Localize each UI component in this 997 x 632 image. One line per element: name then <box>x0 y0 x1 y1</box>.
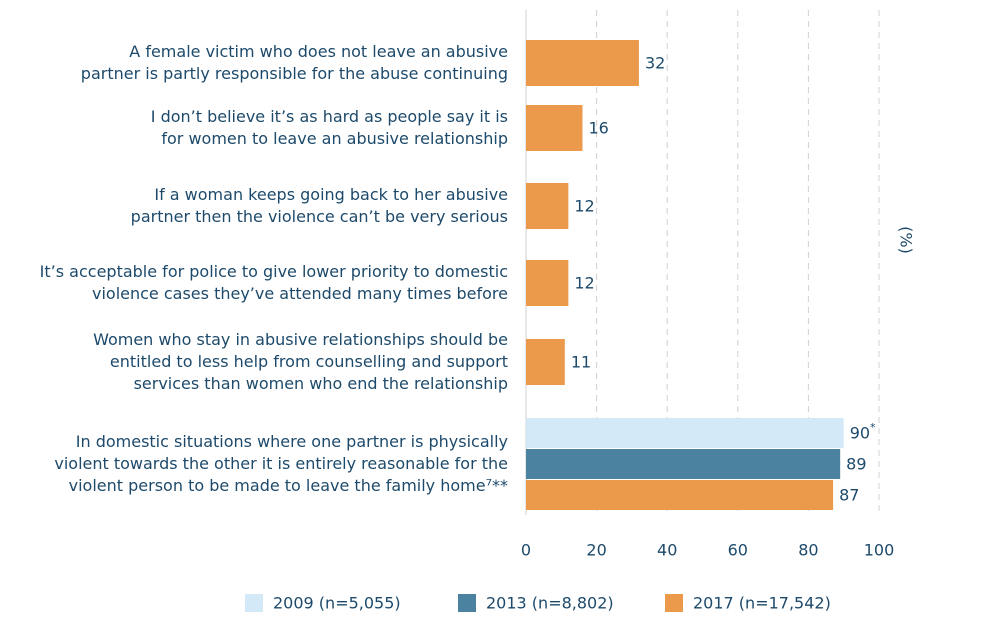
value-label: 90* <box>850 421 876 443</box>
bar <box>526 105 583 151</box>
value-label: 89 <box>846 455 866 474</box>
bar <box>526 260 569 306</box>
value-label: 87 <box>839 486 859 505</box>
x-tick-label: 80 <box>798 541 818 560</box>
category-label: In domestic situations where one partner… <box>54 432 508 495</box>
legend-label: 2009 (n=5,055) <box>273 594 401 613</box>
axis-label: (%) <box>897 226 916 254</box>
legend-swatch <box>458 594 476 612</box>
bar <box>526 480 834 510</box>
legend-label: 2017 (n=17,542) <box>693 594 831 613</box>
value-label: 11 <box>571 353 591 372</box>
x-tick-label: 40 <box>657 541 677 560</box>
category-label: Women who stay in abusive relationships … <box>93 330 508 393</box>
bar <box>526 339 565 385</box>
bar <box>526 449 841 479</box>
category-label: A female victim who does not leave an ab… <box>81 42 508 83</box>
value-label: 32 <box>645 54 665 73</box>
bar <box>526 183 569 229</box>
bar <box>526 418 844 448</box>
category-label: I don’t believe it’s as hard as people s… <box>151 107 508 148</box>
x-tick-label: 0 <box>521 541 531 560</box>
legend-swatch <box>665 594 683 612</box>
x-tick-label: 20 <box>586 541 606 560</box>
category-label: If a woman keeps going back to her abusi… <box>131 185 508 226</box>
legend-label: 2013 (n=8,802) <box>486 594 614 613</box>
legend-swatch <box>245 594 263 612</box>
value-label: 16 <box>588 119 608 138</box>
x-tick-label: 100 <box>864 541 895 560</box>
value-label: 12 <box>574 274 594 293</box>
x-tick-label: 60 <box>728 541 748 560</box>
value-label: 12 <box>574 197 594 216</box>
category-label: It’s acceptable for police to give lower… <box>40 262 508 303</box>
bar <box>526 40 639 86</box>
